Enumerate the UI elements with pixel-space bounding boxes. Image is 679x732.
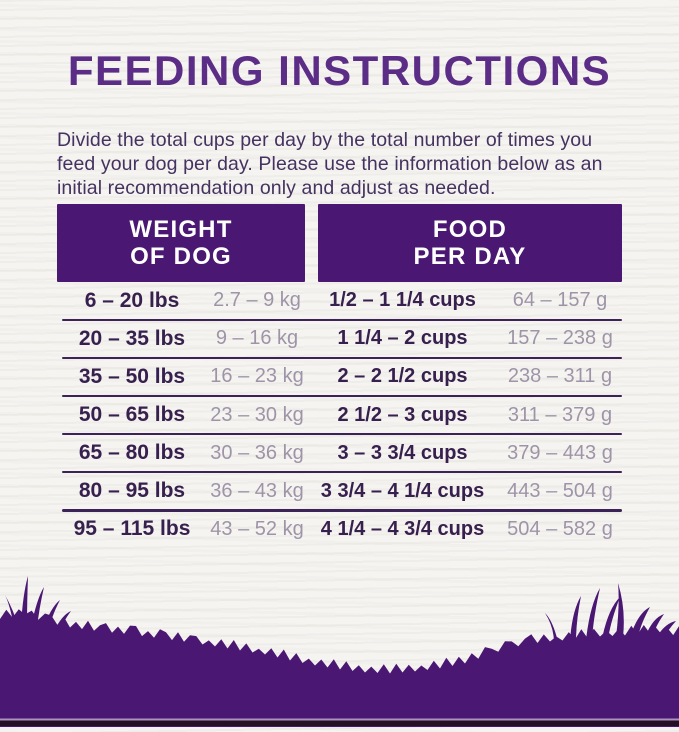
row-separator [62,356,622,360]
food-cups: 1 1/4 – 2 cups [337,327,468,350]
weight-kg: 23 – 30 kg [210,403,304,426]
table-row: 50 – 65 lbs 23 – 30 kg 2 1/2 – 3 cups 31… [57,397,622,433]
feeding-instructions-panel: FEEDING INSTRUCTIONS Divide the total cu… [0,48,679,727]
food-cups: 2 1/2 – 3 cups [337,403,468,426]
grass-blade [43,600,60,631]
row-separator [62,432,622,436]
food-grams: 64 – 157 g [512,289,608,312]
grass-blade [545,613,558,643]
intro-line-3: initial recommendation only and adjust a… [57,177,496,199]
weight-lbs: 35 – 50 lbs [78,364,186,388]
grass-blade [658,621,676,637]
grass-blade [21,576,28,626]
weight-kg: 43 – 52 kg [210,517,304,540]
weight-kg: 30 – 36 kg [210,441,304,464]
weight-lbs: 65 – 80 lbs [78,441,186,465]
grass-mound [0,609,679,727]
food-cups: 3 – 3 3/4 cups [337,441,468,464]
table-row: 6 – 20 lbs 2.7 – 9 kg 1/2 – 1 1/4 cups 6… [57,283,622,319]
weight-lbs: 80 – 95 lbs [78,479,186,503]
grass-blade [646,614,664,636]
grass-blade [586,588,600,641]
food-grams: 504 – 582 g [507,517,613,540]
grass-blade [31,587,44,628]
weight-kg: 2.7 – 9 kg [213,289,301,312]
food-grams: 238 – 311 g [507,365,613,388]
intro-paragraph: Divide the total cups per day by the tot… [57,128,622,200]
weight-lbs: 20 – 35 lbs [78,326,186,350]
page-title: FEEDING INSTRUCTIONS [67,47,612,94]
grass-blade [570,596,581,642]
feeding-table-body: 6 – 20 lbs 2.7 – 9 kg 1/2 – 1 1/4 cups 6… [57,283,622,547]
grass-blade [602,597,620,640]
table-header-row: WEIGHT OF DOG FOOD PER DAY [57,204,622,282]
grass-silhouette [0,571,679,727]
weight-kg: 36 – 43 kg [210,479,304,502]
table-row: 35 – 50 lbs 16 – 23 kg 2 – 2 1/2 cups 23… [57,359,622,395]
row-separator [62,470,622,474]
intro-line-1: Divide the total cups per day by the tot… [57,129,593,151]
weight-kg: 16 – 23 kg [210,365,304,388]
header-food-line2: PER DAY [413,243,527,270]
table-row: 80 – 95 lbs 36 – 43 kg 3 3/4 – 4 1/4 cup… [57,473,622,509]
row-separator [62,318,622,322]
food-grams: 443 – 504 g [507,479,613,502]
table-row: 95 – 115 lbs 43 – 52 kg 4 1/4 – 4 3/4 cu… [57,512,622,548]
food-cups: 4 1/4 – 4 3/4 cups [320,517,485,540]
food-cups: 3 3/4 – 4 1/4 cups [320,479,485,502]
header-food-line1: FOOD [432,216,508,243]
intro-line-2: feed your dog per day. Please use the in… [57,153,603,175]
row-separator [62,508,622,512]
grass-blade [630,607,650,638]
header-weight-of-dog: WEIGHT OF DOG [57,204,305,282]
weight-lbs: 6 – 20 lbs [84,288,180,312]
food-grams: 157 – 238 g [507,327,613,350]
food-grams: 311 – 379 g [507,403,613,426]
header-weight-line1: WEIGHT [129,216,233,243]
table-row: 65 – 80 lbs 30 – 36 kg 3 – 3 3/4 cups 37… [57,435,622,471]
table-row: 20 – 35 lbs 9 – 16 kg 1 1/4 – 2 cups 157… [57,321,622,357]
grass-blade [5,595,19,628]
grass-blade [54,611,71,633]
food-grams: 379 – 443 g [507,441,613,464]
row-separator [62,394,622,398]
weight-kg: 9 – 16 kg [215,327,299,350]
food-cups: 1/2 – 1 1/4 cups [329,289,476,312]
header-food-per-day: FOOD PER DAY [318,204,622,282]
bottom-edge-shadow [0,720,679,726]
grass-blade [616,583,624,637]
weight-lbs: 50 – 65 lbs [78,403,186,427]
header-weight-line2: OF DOG [130,243,232,270]
grass-graphic [0,576,679,727]
food-cups: 2 – 2 1/2 cups [337,365,468,388]
bottom-edge-highlight [0,718,679,721]
weight-lbs: 95 – 115 lbs [73,517,191,541]
